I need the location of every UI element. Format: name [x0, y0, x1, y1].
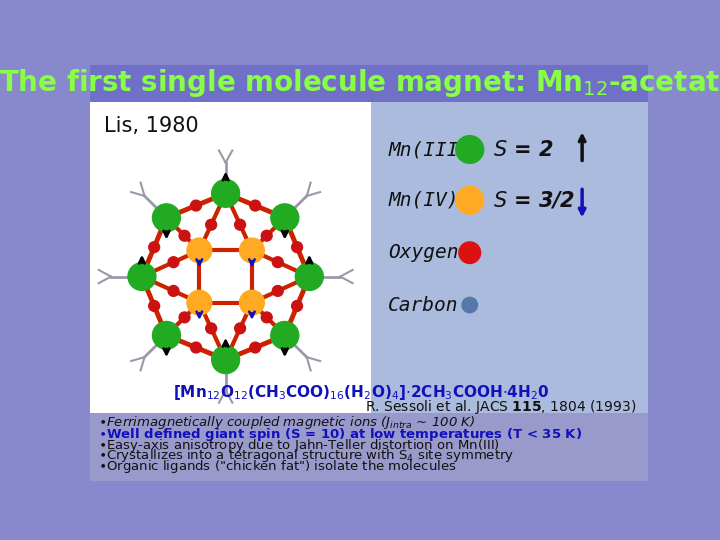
Circle shape — [179, 312, 190, 323]
Text: $S$ = 2: $S$ = 2 — [493, 139, 554, 159]
Circle shape — [206, 323, 217, 334]
Circle shape — [295, 262, 323, 291]
Circle shape — [271, 204, 299, 232]
Circle shape — [250, 200, 261, 211]
Circle shape — [187, 291, 212, 315]
Text: $\bullet$Well defined giant spin (S = 10) at low temperatures (T < 35 K): $\bullet$Well defined giant spin (S = 10… — [98, 426, 582, 443]
FancyBboxPatch shape — [371, 102, 648, 413]
Text: Mn(IV): Mn(IV) — [388, 191, 459, 210]
Circle shape — [179, 231, 190, 241]
Circle shape — [128, 262, 156, 291]
Circle shape — [168, 286, 179, 296]
Circle shape — [191, 200, 202, 211]
Circle shape — [292, 242, 302, 253]
Text: Carbon: Carbon — [388, 295, 459, 314]
Text: [Mn$_{12}$O$_{12}$(CH$_{3}$COO)$_{16}$(H$_{2}$O)$_{4}$]$\cdot$2CH$_{3}$COOH$\cdo: [Mn$_{12}$O$_{12}$(CH$_{3}$COO)$_{16}$(H… — [173, 382, 549, 402]
Circle shape — [212, 179, 240, 207]
Circle shape — [272, 286, 283, 296]
Circle shape — [456, 136, 484, 164]
Circle shape — [292, 301, 302, 312]
Text: Lis, 1980: Lis, 1980 — [104, 117, 199, 137]
Text: $\bullet$Crystallizes into a tetragonal structure with S$_4$ site symmetry: $\bullet$Crystallizes into a tetragonal … — [98, 448, 514, 464]
Circle shape — [240, 238, 264, 263]
FancyBboxPatch shape — [90, 102, 648, 481]
Circle shape — [153, 204, 181, 232]
Text: Mn(III): Mn(III) — [388, 140, 471, 159]
Circle shape — [187, 238, 212, 263]
Circle shape — [272, 257, 283, 267]
Text: $\bullet$Organic ligands ("chicken fat") isolate the molecules: $\bullet$Organic ligands ("chicken fat")… — [98, 458, 456, 475]
Circle shape — [153, 321, 181, 349]
Circle shape — [191, 342, 202, 353]
Circle shape — [206, 219, 217, 230]
Circle shape — [462, 298, 477, 313]
Circle shape — [271, 321, 299, 349]
Circle shape — [459, 242, 481, 264]
Text: Oxygen: Oxygen — [388, 243, 459, 262]
Text: $\bullet$Ferrimagnetically coupled magnetic ions ($J_{intra}$ ~ 100 K): $\bullet$Ferrimagnetically coupled magne… — [98, 414, 475, 430]
Circle shape — [261, 231, 272, 241]
FancyBboxPatch shape — [90, 413, 648, 481]
Text: R. Sessoli et al. JACS $\mathbf{115}$, 1804 (1993): R. Sessoli et al. JACS $\mathbf{115}$, 1… — [365, 399, 636, 416]
Circle shape — [235, 323, 246, 334]
Text: $\bullet$Easy-axis anisotropy due to Jahn-Teller distortion on Mn(III): $\bullet$Easy-axis anisotropy due to Jah… — [98, 437, 500, 454]
Circle shape — [168, 257, 179, 267]
Circle shape — [235, 219, 246, 230]
FancyBboxPatch shape — [90, 102, 371, 413]
Text: $S$ = 3/2: $S$ = 3/2 — [493, 190, 575, 211]
Text: The first single molecule magnet: Mn$_{12}$-acetate: The first single molecule magnet: Mn$_{1… — [0, 68, 720, 99]
Circle shape — [456, 186, 484, 214]
Circle shape — [212, 346, 240, 374]
Circle shape — [261, 312, 272, 323]
Circle shape — [250, 342, 261, 353]
Circle shape — [149, 242, 160, 253]
Circle shape — [240, 291, 264, 315]
FancyBboxPatch shape — [90, 65, 648, 102]
Circle shape — [149, 301, 160, 312]
